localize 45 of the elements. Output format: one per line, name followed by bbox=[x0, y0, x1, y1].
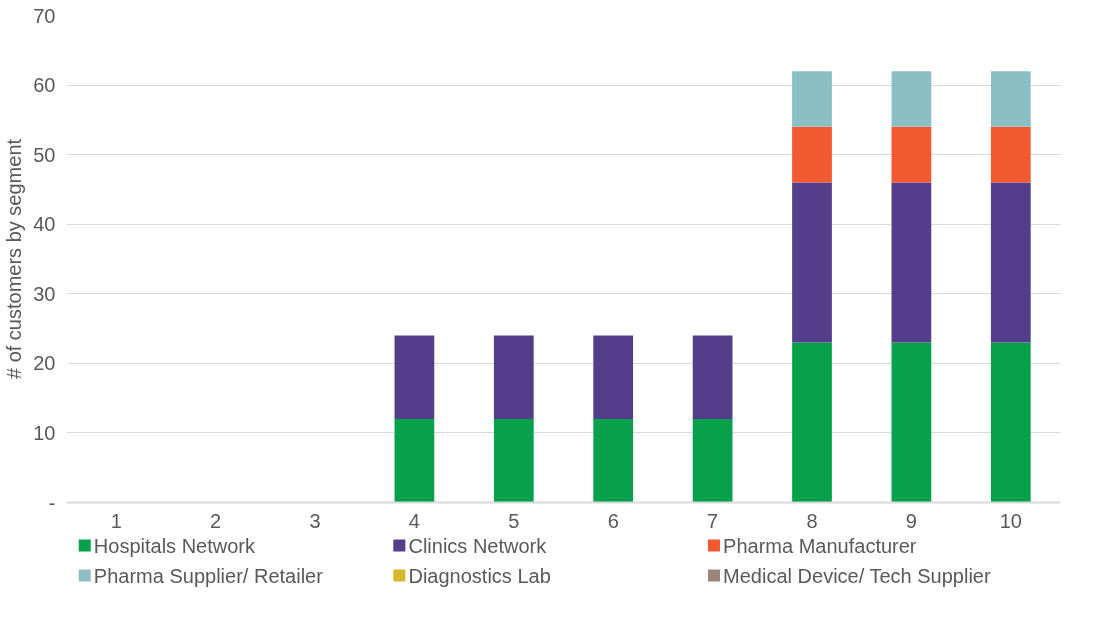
y-tick-label: - bbox=[48, 491, 56, 514]
bar bbox=[792, 71, 832, 127]
y-tick-label: 50 bbox=[33, 143, 56, 166]
bar bbox=[593, 419, 634, 503]
bar bbox=[891, 71, 932, 127]
bar bbox=[990, 182, 1031, 343]
legend-label: Diagnostics Lab bbox=[408, 564, 551, 587]
x-tick-label: 2 bbox=[210, 509, 222, 532]
x-tick-label: 7 bbox=[707, 509, 719, 532]
x-tick-label: 6 bbox=[607, 509, 619, 532]
bar bbox=[891, 182, 932, 343]
bar bbox=[493, 335, 534, 420]
y-tick-label: 60 bbox=[33, 74, 56, 97]
y-tick-label: 70 bbox=[33, 4, 56, 27]
y-axis-title: # of customers by segment bbox=[3, 138, 26, 380]
x-tick-label: 10 bbox=[999, 509, 1022, 532]
legend-label: Hospitals Network bbox=[93, 534, 257, 557]
x-tick-label: 4 bbox=[408, 509, 420, 532]
legend-label: Clinics Network bbox=[408, 534, 548, 557]
legend-label: Pharma Manufacturer bbox=[723, 534, 917, 557]
y-tick-label: 40 bbox=[33, 213, 56, 236]
bar bbox=[692, 419, 733, 503]
bar bbox=[891, 126, 932, 183]
x-tick-label: 8 bbox=[806, 509, 818, 532]
legend-label: Medical Device/ Tech Supplier bbox=[723, 564, 991, 587]
bar bbox=[792, 126, 832, 183]
y-tick-label: 10 bbox=[33, 421, 56, 444]
bar bbox=[593, 335, 634, 420]
bar bbox=[792, 182, 832, 343]
y-tick-label: 20 bbox=[33, 352, 56, 375]
x-tick-label: 5 bbox=[508, 509, 520, 532]
bar bbox=[493, 419, 534, 503]
bar bbox=[990, 71, 1031, 127]
x-tick-label: 3 bbox=[309, 509, 321, 532]
y-tick-label: 30 bbox=[33, 282, 56, 305]
bar bbox=[891, 342, 932, 503]
bar bbox=[692, 335, 733, 420]
legend-label: Pharma Supplier/ Retailer bbox=[93, 564, 324, 587]
bar bbox=[792, 342, 832, 503]
bar bbox=[394, 419, 435, 503]
x-tick-label: 1 bbox=[110, 509, 122, 532]
x-tick-label: 9 bbox=[905, 509, 917, 532]
bar bbox=[394, 335, 435, 420]
bar bbox=[990, 126, 1031, 183]
bar bbox=[990, 342, 1031, 503]
